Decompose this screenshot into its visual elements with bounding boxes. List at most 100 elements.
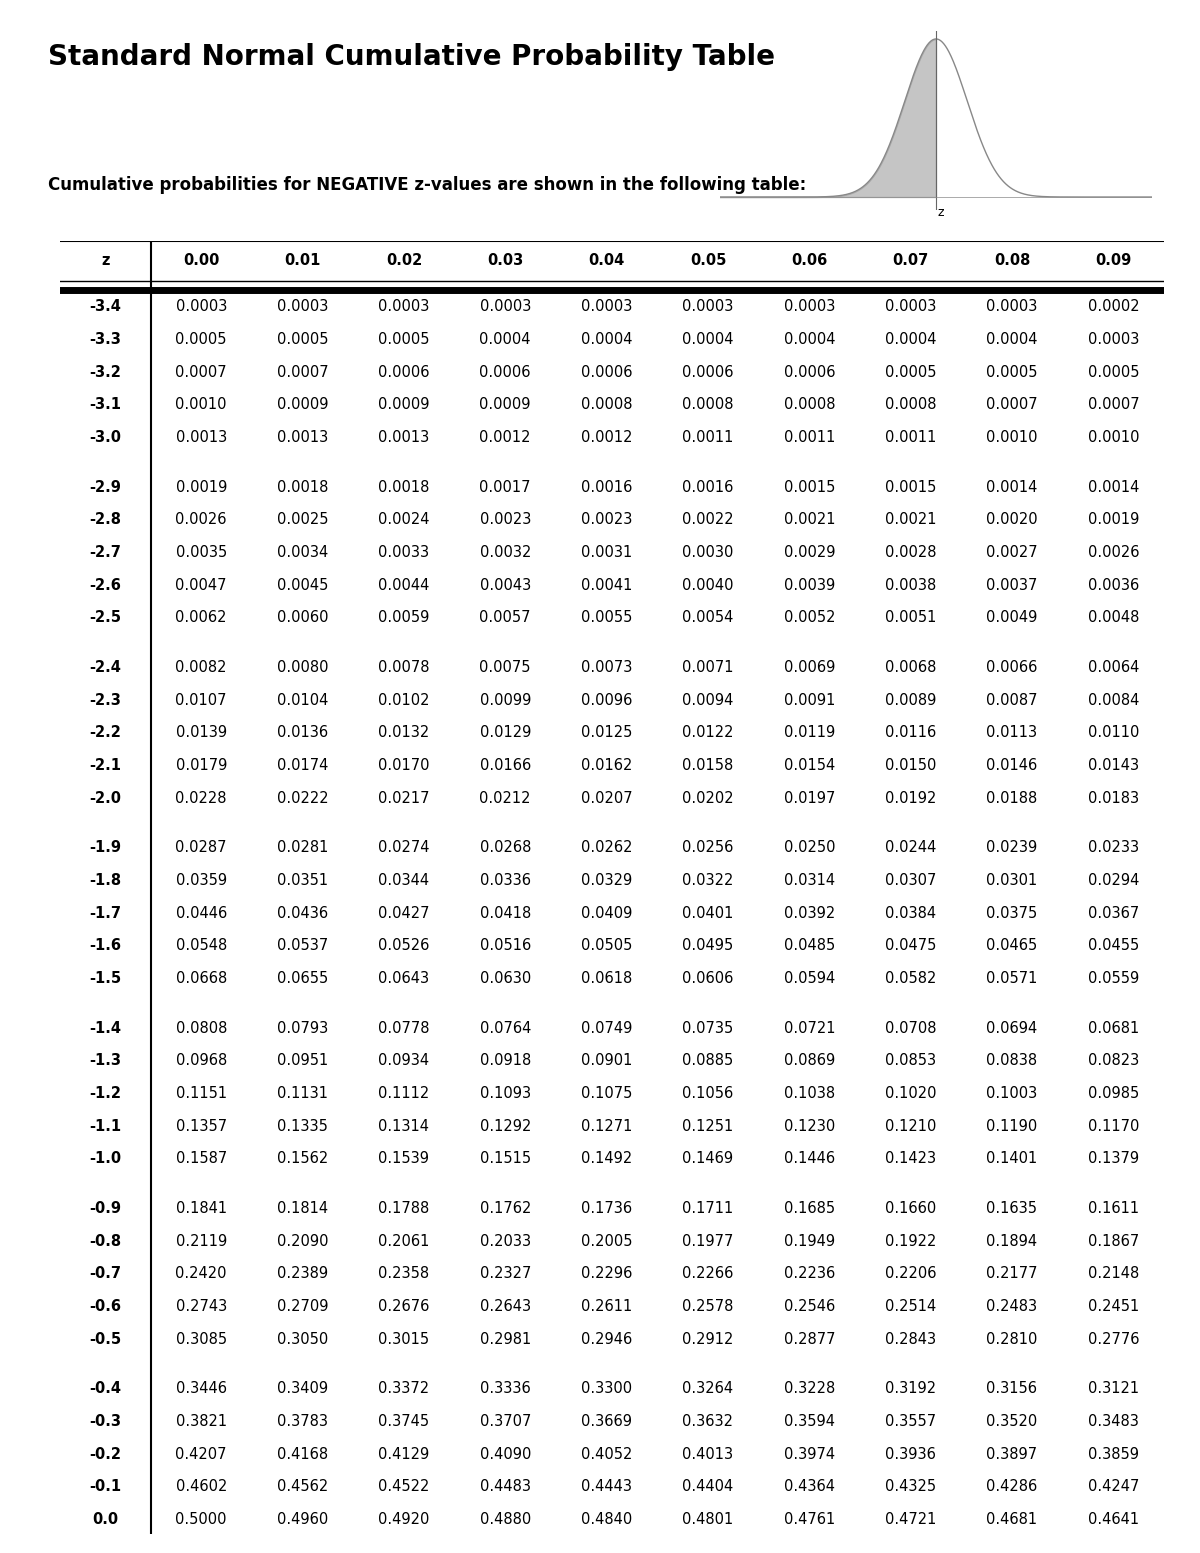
Text: 0.2451: 0.2451 <box>1087 1298 1139 1314</box>
Text: 0.0020: 0.0020 <box>986 512 1038 526</box>
Text: 0.00: 0.00 <box>184 253 220 267</box>
Text: 0.4681: 0.4681 <box>986 1511 1038 1527</box>
Text: 0.0594: 0.0594 <box>784 971 835 986</box>
Text: 0.1151: 0.1151 <box>175 1086 227 1101</box>
Text: 0.0071: 0.0071 <box>682 660 733 676</box>
Text: 0.04: 0.04 <box>588 253 625 267</box>
Text: 0.0024: 0.0024 <box>378 512 430 526</box>
Text: 0.0055: 0.0055 <box>581 610 632 626</box>
Text: -0.8: -0.8 <box>89 1233 121 1249</box>
Text: -1.8: -1.8 <box>89 873 121 888</box>
Text: z: z <box>937 207 943 219</box>
Text: 0.0375: 0.0375 <box>986 905 1038 921</box>
Text: -2.0: -2.0 <box>89 790 121 806</box>
Text: 0.0032: 0.0032 <box>480 545 530 561</box>
Text: 0.0073: 0.0073 <box>581 660 632 676</box>
Text: -0.1: -0.1 <box>89 1478 121 1494</box>
Text: 0.2912: 0.2912 <box>683 1331 733 1346</box>
Text: 0.2776: 0.2776 <box>1087 1331 1139 1346</box>
Text: 0.4801: 0.4801 <box>683 1511 733 1527</box>
Text: 0.0485: 0.0485 <box>784 938 835 954</box>
Text: 0.0778: 0.0778 <box>378 1020 430 1036</box>
Text: 0.0054: 0.0054 <box>683 610 733 626</box>
Text: 0.0239: 0.0239 <box>986 840 1038 856</box>
Text: 0.1357: 0.1357 <box>175 1118 227 1134</box>
Text: 0.3264: 0.3264 <box>683 1381 733 1396</box>
Text: 0.0005: 0.0005 <box>277 332 329 346</box>
Text: 0.1003: 0.1003 <box>986 1086 1038 1101</box>
Text: 0.0436: 0.0436 <box>277 905 328 921</box>
Text: 0.0007: 0.0007 <box>1087 398 1139 412</box>
Text: 0.2061: 0.2061 <box>378 1233 430 1249</box>
Text: 0.0021: 0.0021 <box>884 512 936 526</box>
Text: 0.0885: 0.0885 <box>683 1053 733 1068</box>
Text: 0.0505: 0.0505 <box>581 938 632 954</box>
Text: 0.0015: 0.0015 <box>784 480 835 494</box>
Text: 0.0039: 0.0039 <box>784 578 835 593</box>
Text: 0.0228: 0.0228 <box>175 790 227 806</box>
Text: 0.4840: 0.4840 <box>581 1511 632 1527</box>
Text: 0.0099: 0.0099 <box>480 693 530 708</box>
Text: 0.0174: 0.0174 <box>277 758 329 773</box>
Text: 0.0094: 0.0094 <box>683 693 733 708</box>
Text: 0.4090: 0.4090 <box>480 1446 530 1461</box>
Text: 0.4721: 0.4721 <box>884 1511 936 1527</box>
Text: 0.0113: 0.0113 <box>986 725 1038 741</box>
Text: 0.1020: 0.1020 <box>884 1086 936 1101</box>
Text: -2.8: -2.8 <box>89 512 121 526</box>
Text: 0.3707: 0.3707 <box>480 1413 530 1429</box>
Text: 0.0066: 0.0066 <box>986 660 1038 676</box>
Text: 0.4443: 0.4443 <box>581 1478 632 1494</box>
Text: -3.1: -3.1 <box>89 398 121 412</box>
Text: 0.0322: 0.0322 <box>683 873 733 888</box>
Text: 0.0009: 0.0009 <box>277 398 329 412</box>
Text: 0.0158: 0.0158 <box>683 758 733 773</box>
Text: 0.3336: 0.3336 <box>480 1381 530 1396</box>
Text: 0.0043: 0.0043 <box>480 578 530 593</box>
Text: 0.0035: 0.0035 <box>175 545 227 561</box>
Text: 0.0006: 0.0006 <box>480 365 530 379</box>
Text: 0.0708: 0.0708 <box>884 1020 936 1036</box>
Text: 0.0571: 0.0571 <box>986 971 1038 986</box>
Text: 0.0183: 0.0183 <box>1087 790 1139 806</box>
Text: 0.0087: 0.0087 <box>986 693 1038 708</box>
Text: 0.0016: 0.0016 <box>581 480 632 494</box>
Text: 0.0096: 0.0096 <box>581 693 632 708</box>
Text: 0.0013: 0.0013 <box>277 430 328 444</box>
Text: 0.0015: 0.0015 <box>884 480 936 494</box>
Text: 0.0294: 0.0294 <box>1087 873 1139 888</box>
Text: 0.0233: 0.0233 <box>1087 840 1139 856</box>
Text: 0.0059: 0.0059 <box>378 610 430 626</box>
Text: -1.1: -1.1 <box>89 1118 121 1134</box>
Text: 0.0630: 0.0630 <box>480 971 530 986</box>
Text: 0.0045: 0.0045 <box>277 578 329 593</box>
Text: 0.1977: 0.1977 <box>683 1233 733 1249</box>
Text: 0.0823: 0.0823 <box>1087 1053 1139 1068</box>
Text: -0.5: -0.5 <box>89 1331 121 1346</box>
Text: 0.0526: 0.0526 <box>378 938 430 954</box>
Text: 0.0548: 0.0548 <box>175 938 227 954</box>
Text: 0.0008: 0.0008 <box>581 398 632 412</box>
Text: 0.0026: 0.0026 <box>175 512 227 526</box>
Text: 0.1401: 0.1401 <box>986 1151 1038 1166</box>
Text: 0.0023: 0.0023 <box>581 512 632 526</box>
Text: 0.0068: 0.0068 <box>884 660 936 676</box>
Text: 0.4364: 0.4364 <box>784 1478 835 1494</box>
Text: 0.0018: 0.0018 <box>378 480 430 494</box>
Text: 0.0838: 0.0838 <box>986 1053 1038 1068</box>
Text: 0.0418: 0.0418 <box>480 905 530 921</box>
Text: 0.0606: 0.0606 <box>683 971 733 986</box>
Text: 0.0122: 0.0122 <box>682 725 733 741</box>
Text: 0.3483: 0.3483 <box>1088 1413 1139 1429</box>
Text: -2.5: -2.5 <box>89 610 121 626</box>
Text: 0.0618: 0.0618 <box>581 971 632 986</box>
Text: 0.3446: 0.3446 <box>175 1381 227 1396</box>
Text: 0.2033: 0.2033 <box>480 1233 530 1249</box>
Text: 0.3192: 0.3192 <box>886 1381 936 1396</box>
Text: 0.0007: 0.0007 <box>175 365 227 379</box>
Text: 0.0655: 0.0655 <box>277 971 328 986</box>
Text: 0.0007: 0.0007 <box>277 365 329 379</box>
Text: 0.0006: 0.0006 <box>784 365 835 379</box>
Text: 0.0764: 0.0764 <box>480 1020 530 1036</box>
Text: 0.0344: 0.0344 <box>378 873 430 888</box>
